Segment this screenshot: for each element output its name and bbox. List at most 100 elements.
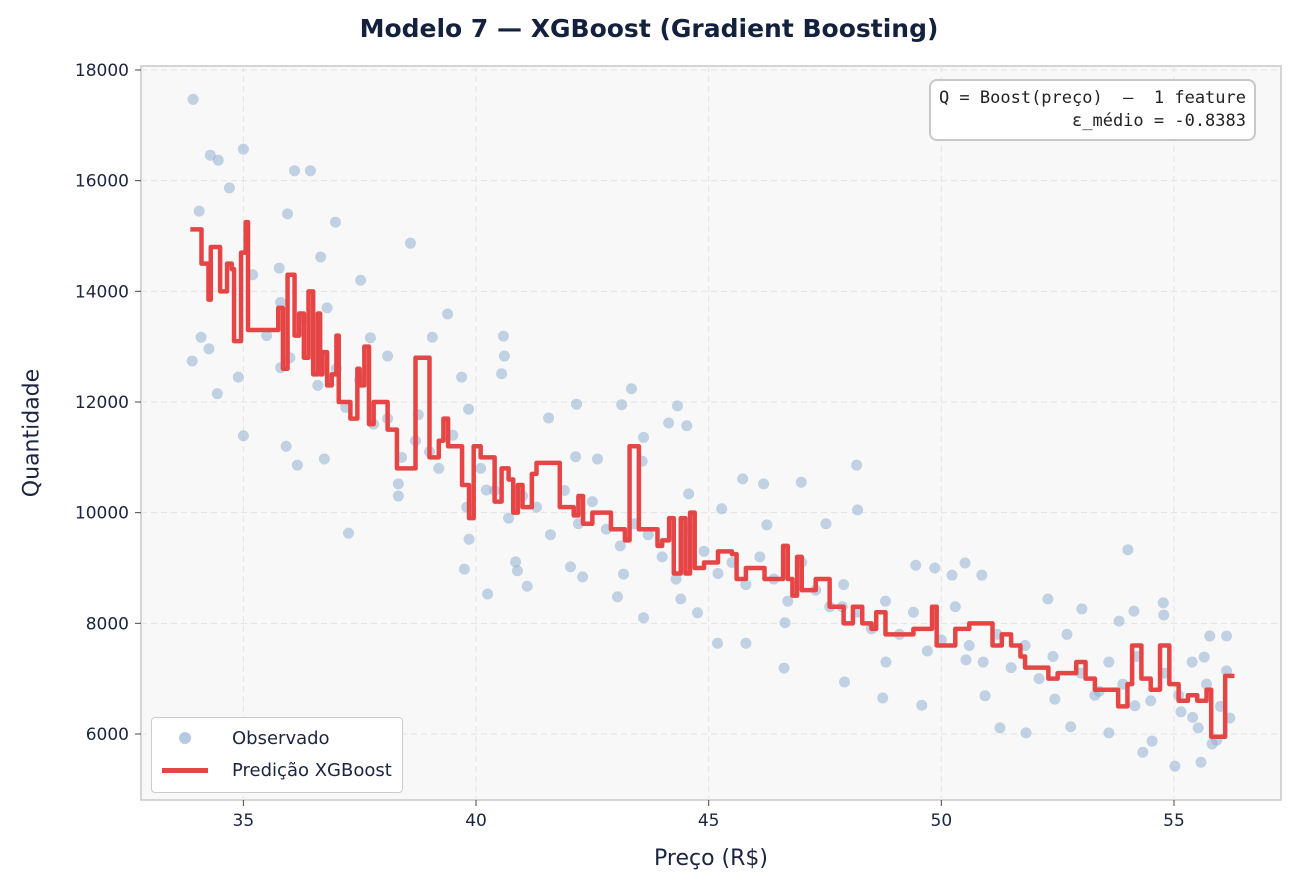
observed-point [382, 350, 394, 362]
y-tick-label: 12000 [75, 393, 129, 413]
observed-point [963, 639, 975, 651]
observed-point [404, 237, 416, 249]
observed-point [681, 420, 693, 432]
observed-point [498, 350, 510, 362]
observed-point [1187, 711, 1199, 723]
observed-point [638, 431, 650, 443]
observed-point [442, 308, 454, 320]
x-tick-label: 45 [698, 811, 720, 831]
observed-point [237, 430, 249, 442]
observed-point [670, 573, 682, 585]
legend-item-observed: Observado [160, 722, 392, 754]
observed-point [642, 529, 654, 541]
observed-point [1005, 662, 1017, 674]
observed-point [1192, 722, 1204, 734]
annotation-mean-error: ε_médio = -0.8383 [1072, 111, 1246, 131]
observed-point [392, 478, 404, 490]
observed-point [1076, 603, 1088, 615]
observed-point [1186, 656, 1198, 668]
observed-point [675, 593, 687, 605]
observed-point [211, 388, 223, 400]
observed-point [355, 274, 367, 286]
observed-point [304, 165, 316, 177]
observed-point [656, 551, 668, 563]
observed-point [754, 551, 766, 563]
y-tick-label: 6000 [86, 725, 129, 745]
observed-point [879, 595, 891, 607]
observed-point [204, 149, 216, 161]
observed-point [616, 399, 628, 411]
observed-point [916, 699, 928, 711]
observed-point [195, 331, 207, 343]
observed-point [1145, 695, 1157, 707]
observed-point [1146, 735, 1158, 747]
legend-label: Observado [232, 727, 330, 749]
observed-point [232, 371, 244, 383]
observed-point [282, 208, 294, 220]
observed-point [1033, 673, 1045, 685]
observed-point [779, 617, 791, 629]
x-axis-label: Preço (R$) [654, 846, 768, 871]
observed-point [291, 459, 303, 471]
observed-point [716, 503, 728, 515]
observed-point [497, 330, 509, 342]
observed-point [364, 332, 376, 344]
observed-point [671, 400, 683, 412]
observed-point [570, 451, 582, 463]
observed-point [778, 662, 790, 674]
y-tick-label: 18000 [75, 61, 129, 81]
observed-point [929, 562, 941, 574]
observed-point [571, 398, 583, 410]
observed-point [1157, 597, 1169, 609]
observed-point [611, 591, 623, 603]
observed-point [959, 557, 971, 569]
observed-point [1103, 727, 1115, 739]
observed-point [237, 143, 249, 155]
observed-point [1047, 651, 1059, 663]
observed-point [458, 563, 470, 575]
observed-point [838, 579, 850, 591]
observed-point [289, 165, 301, 177]
observed-point [851, 459, 863, 471]
observed-point [852, 504, 864, 516]
observed-point [543, 412, 555, 424]
legend-item-prediction: Predição XGBoost [160, 754, 392, 786]
annotation-formula: Q = Boost(preço) — 1 feature [938, 88, 1246, 108]
observed-point [329, 216, 341, 228]
observed-point [496, 368, 508, 380]
observed-point [976, 569, 988, 581]
observed-point [1137, 746, 1149, 758]
observed-point [186, 355, 198, 367]
observed-point [433, 462, 445, 474]
observed-point [482, 588, 494, 600]
observed-point [463, 403, 475, 415]
observed-point [979, 690, 991, 702]
observed-point [1061, 628, 1073, 640]
observed-point [280, 440, 292, 452]
observed-point [1129, 700, 1141, 712]
observed-point [212, 154, 224, 166]
observed-point [1158, 609, 1170, 621]
x-tick-label: 40 [465, 811, 487, 831]
observed-point [638, 612, 650, 624]
y-axis-label: Quantidade [19, 368, 45, 498]
observed-point [1201, 678, 1213, 690]
observed-point [187, 93, 199, 105]
observed-point [1122, 544, 1134, 556]
y-tick-label: 16000 [75, 172, 129, 192]
observed-point [475, 462, 487, 474]
observed-point [740, 579, 752, 591]
annotation-box: Q = Boost(preço) — 1 feature ε_médio = -… [928, 79, 1256, 141]
observed-point [712, 637, 724, 649]
observed-point [511, 565, 523, 577]
legend-marker-dot [179, 732, 191, 744]
y-tick-label: 14000 [75, 282, 129, 302]
observed-point [820, 518, 832, 530]
legend-marker-line [162, 767, 208, 773]
observed-point [521, 580, 533, 592]
observed-point [318, 453, 330, 465]
observed-point [312, 379, 324, 391]
observed-point [321, 302, 333, 314]
observed-point [591, 453, 603, 465]
